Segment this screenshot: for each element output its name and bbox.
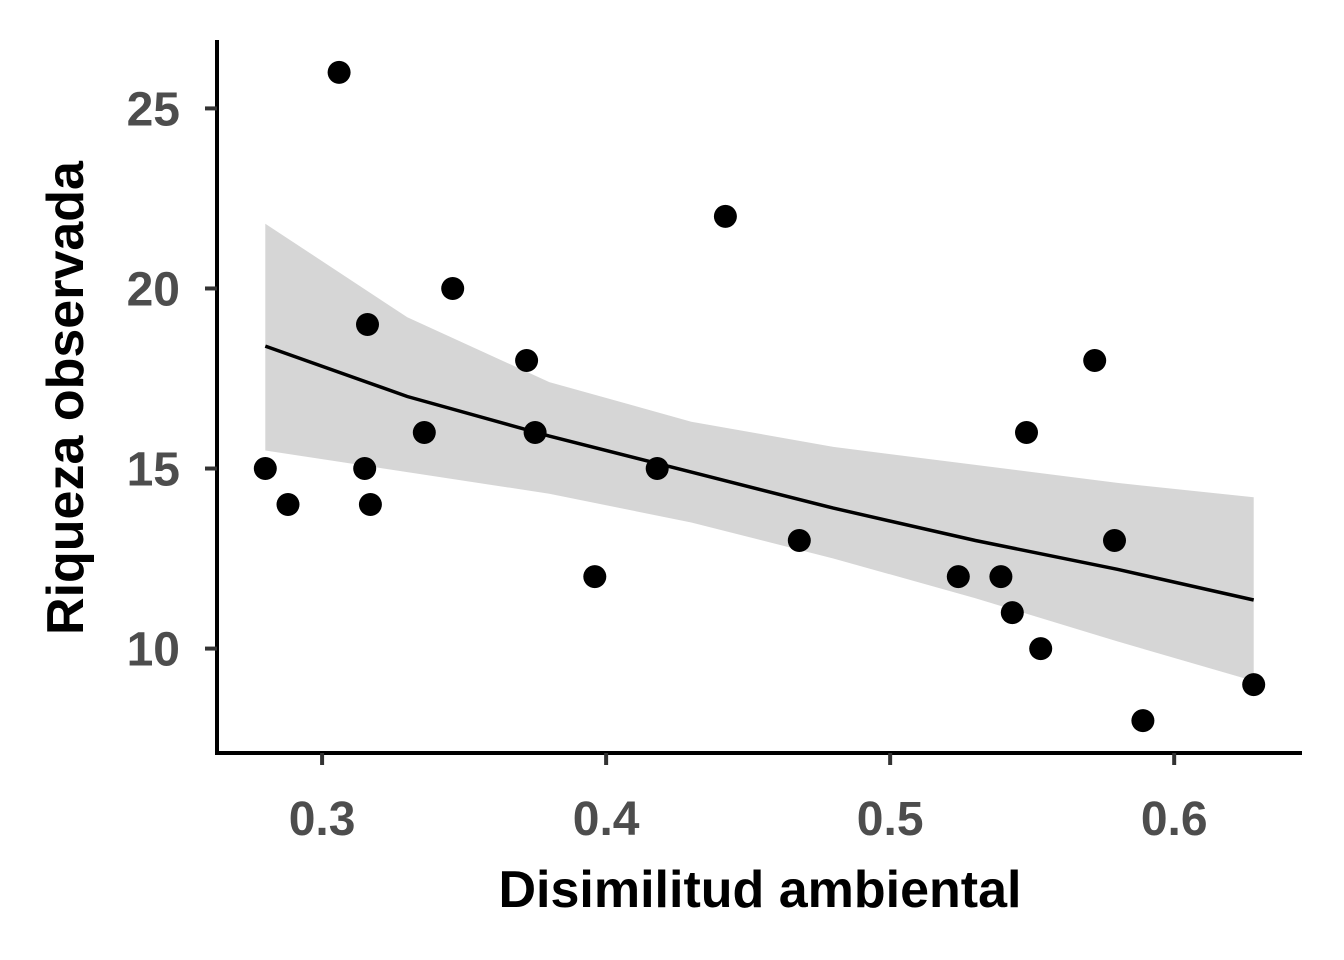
data-point — [787, 529, 811, 552]
x-axis-title: Disimilitud ambiental — [499, 861, 1022, 919]
y-tick-label: 10 — [127, 624, 180, 677]
data-point — [1000, 601, 1024, 625]
data-point — [523, 421, 547, 444]
data-point — [353, 457, 377, 480]
data-point — [327, 60, 351, 84]
data-point — [515, 349, 539, 372]
data-point — [1015, 421, 1038, 444]
data-point — [645, 457, 669, 480]
data-point — [412, 421, 436, 444]
axes-layer: 0.3 0.4 0.5 0.6 10 15 20 25 — [127, 40, 1302, 846]
data-point — [1242, 673, 1266, 697]
data-point — [358, 493, 382, 516]
data-point — [441, 277, 465, 300]
data-point — [356, 313, 379, 336]
y-tick-label: 20 — [127, 263, 180, 316]
y-tick-label: 15 — [127, 444, 180, 497]
points-layer — [253, 60, 1266, 733]
data-point — [989, 565, 1013, 589]
data-point — [1029, 637, 1053, 661]
y-tick-label: 25 — [127, 83, 180, 136]
data-point — [1103, 529, 1126, 552]
x-tick-label: 0.4 — [573, 793, 640, 846]
data-point — [1083, 349, 1107, 372]
x-tick-label: 0.3 — [289, 793, 356, 846]
fit-line-layer — [264, 344, 1255, 602]
data-point — [1131, 709, 1155, 733]
data-point — [276, 493, 300, 516]
x-tick-label: 0.5 — [857, 793, 924, 846]
confidence-band — [265, 223, 1254, 681]
y-axis-title: Riqueza observada — [37, 160, 95, 635]
fit-line — [264, 344, 1255, 602]
data-point — [946, 565, 970, 589]
data-point — [253, 457, 277, 480]
confidence-band-layer — [265, 223, 1254, 681]
x-tick-label: 0.6 — [1141, 793, 1208, 846]
data-point — [713, 204, 737, 228]
data-point — [583, 565, 607, 589]
